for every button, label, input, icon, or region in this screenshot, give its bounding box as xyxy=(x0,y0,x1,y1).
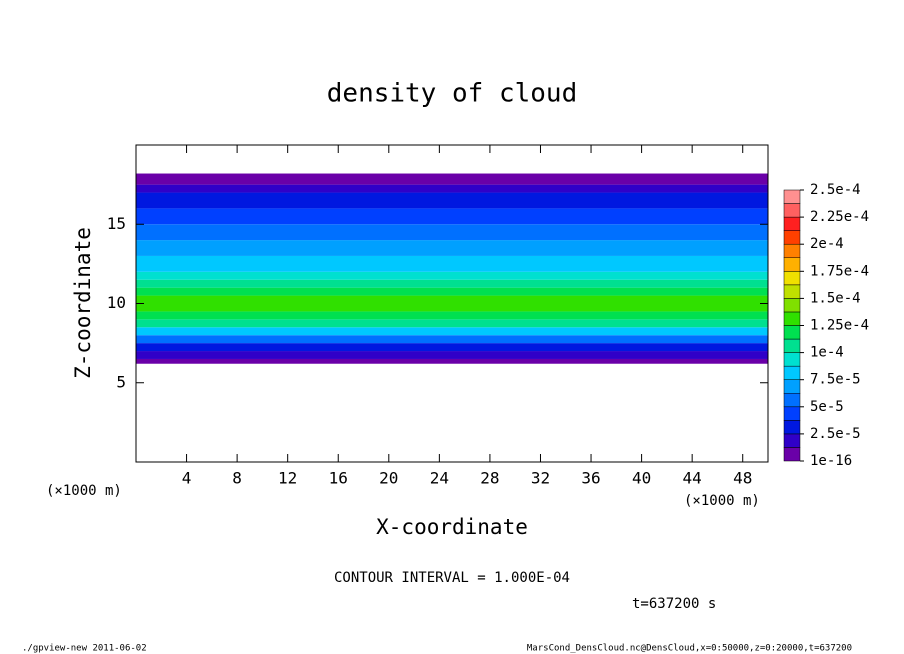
density-band xyxy=(136,208,768,225)
y-tick-label: 10 xyxy=(107,293,126,312)
colorbar-box xyxy=(783,338,801,353)
density-band xyxy=(136,303,768,312)
colorbar-box xyxy=(783,406,801,421)
colorbar-label: 7.5e-5 xyxy=(810,372,861,388)
x-unit-label: (×1000 m) xyxy=(684,493,760,509)
contour-note: CONTOUR INTERVAL = 1.000E-04 xyxy=(334,570,570,586)
colorbar-label: 1e-16 xyxy=(810,453,852,469)
colorbar-label: 2.25e-4 xyxy=(810,209,869,225)
colorbar-box xyxy=(783,352,801,367)
colorbar-box xyxy=(783,243,801,258)
colorbar-box xyxy=(783,216,801,231)
colorbar-box xyxy=(783,257,801,272)
x-tick-label: 24 xyxy=(430,469,449,488)
x-tick-label: 8 xyxy=(232,469,242,488)
colorbar-box xyxy=(783,298,801,313)
density-band xyxy=(136,343,768,352)
colorbar-label: 1.25e-4 xyxy=(810,318,869,334)
y-unit-label: (×1000 m) xyxy=(46,483,122,499)
x-tick-label: 40 xyxy=(632,469,651,488)
colorbar-box xyxy=(783,230,801,245)
density-band xyxy=(136,184,768,193)
chart-title: density of cloud xyxy=(327,79,577,109)
x-tick-label: 16 xyxy=(329,469,348,488)
colorbar-box xyxy=(783,365,801,380)
density-band xyxy=(136,240,768,256)
field xyxy=(136,173,768,364)
colorbar-label: 2.5e-5 xyxy=(810,426,861,442)
x-axis-label: X-coordinate xyxy=(376,515,528,539)
colorbar-box xyxy=(783,189,801,204)
x-tick-label: 12 xyxy=(278,469,297,488)
density-band xyxy=(136,192,768,209)
time-label: t=637200 s xyxy=(632,596,716,612)
density-band xyxy=(136,335,768,344)
x-tick-label: 4 xyxy=(182,469,192,488)
density-band xyxy=(136,224,768,241)
colorbar-label: 1e-4 xyxy=(810,345,844,361)
density-band xyxy=(136,351,768,359)
x-tick-label: 20 xyxy=(379,469,398,488)
colorbar-box xyxy=(783,393,801,408)
colorbar-box xyxy=(783,433,801,448)
colorbar-box xyxy=(783,284,801,299)
density-band xyxy=(136,327,768,336)
density-band xyxy=(136,279,768,288)
x-tick-label: 36 xyxy=(581,469,600,488)
colorbar-box xyxy=(783,311,801,326)
colorbar-label: 5e-5 xyxy=(810,399,844,415)
x-tick-label: 44 xyxy=(683,469,702,488)
colorbar-label: 1.5e-4 xyxy=(810,290,861,306)
density-band xyxy=(136,358,768,364)
density-band xyxy=(136,173,768,185)
density-band xyxy=(136,271,768,280)
x-tick-label: 48 xyxy=(733,469,752,488)
density-band xyxy=(136,311,768,320)
colorbar-label: 2.5e-4 xyxy=(810,182,861,198)
footer-left: ./gpview-new 2011-06-02 xyxy=(22,644,147,654)
colorbar-box xyxy=(783,271,801,286)
density-band xyxy=(136,319,768,328)
colorbar-box xyxy=(783,203,801,218)
colorbar-box xyxy=(783,420,801,435)
colorbar-box xyxy=(783,325,801,340)
footer-right: MarsCond_DensCloud.nc@DensCloud,x=0:5000… xyxy=(527,644,852,654)
colorbar-box xyxy=(783,379,801,394)
y-tick-label: 5 xyxy=(116,372,126,391)
y-axis-label: Z-coordinate xyxy=(71,227,95,379)
density-band xyxy=(136,295,768,304)
x-tick-label: 28 xyxy=(480,469,499,488)
colorbar-box xyxy=(783,447,801,462)
colorbar-label: 1.75e-4 xyxy=(810,263,869,279)
colorbar-label: 2e-4 xyxy=(810,236,844,252)
density-band xyxy=(136,255,768,272)
density-band xyxy=(136,287,768,296)
y-tick-label: 15 xyxy=(107,214,126,233)
x-tick-label: 32 xyxy=(531,469,550,488)
